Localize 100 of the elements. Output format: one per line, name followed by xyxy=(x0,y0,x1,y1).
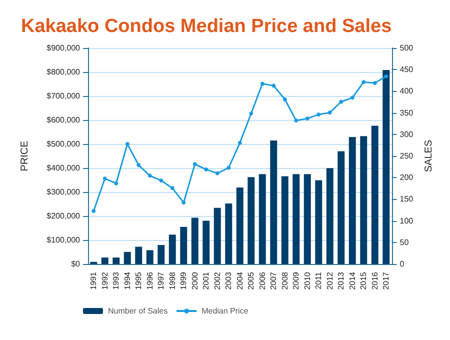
point xyxy=(148,174,152,178)
chart-title: Kakaako Condos Median Price and Sales xyxy=(21,16,392,37)
bar xyxy=(191,218,198,264)
y2-tick-label: 200 xyxy=(400,173,414,182)
x-tick-label: 2017 xyxy=(382,271,391,290)
x-tick-label: 1998 xyxy=(168,271,177,290)
y-tick-label: $300,000 xyxy=(46,188,81,196)
point xyxy=(384,74,388,78)
y-tick-label: $900,000 xyxy=(46,44,81,52)
x-tick-label: 2007 xyxy=(269,271,278,290)
bar xyxy=(135,246,142,264)
bar xyxy=(326,168,334,264)
x-tick-label: 2000 xyxy=(190,271,200,290)
bar xyxy=(180,226,188,264)
point xyxy=(125,142,130,146)
point xyxy=(170,186,174,190)
bar xyxy=(248,177,255,264)
bar xyxy=(304,174,311,264)
y2-tick-label: 400 xyxy=(400,86,414,96)
bar xyxy=(158,244,165,264)
point xyxy=(136,163,141,168)
point xyxy=(339,100,344,104)
x-tick-label: 2006 xyxy=(258,271,267,290)
bar xyxy=(236,188,244,264)
point xyxy=(182,200,186,205)
x-tick-label: 1994 xyxy=(122,271,132,290)
x-tick-label: 2003 xyxy=(224,271,234,290)
bar xyxy=(112,258,120,264)
x-tick-label: 1995 xyxy=(134,271,144,290)
point xyxy=(328,110,332,115)
x-tick-label: 1997 xyxy=(156,271,166,290)
y2-tick-label: 450 xyxy=(400,65,414,74)
bar xyxy=(371,126,378,264)
y2-tick-label: 100 xyxy=(400,216,414,226)
point xyxy=(226,166,231,170)
y2-tick-label: 300 xyxy=(400,130,414,139)
legend-label: Median Price xyxy=(202,306,249,316)
bar xyxy=(168,234,176,264)
x-tick-label: 2012 xyxy=(325,271,334,290)
legend-label: Number of Sales xyxy=(108,306,168,316)
bar xyxy=(315,180,322,264)
x-tick-label: 2009 xyxy=(292,271,301,290)
x-tick-label: 1993 xyxy=(112,271,121,290)
point xyxy=(204,167,208,172)
y-tick-label: $100,000 xyxy=(46,236,81,244)
x-tick-label: 2016 xyxy=(370,271,380,290)
x-tick-label: 2010 xyxy=(302,271,312,290)
point xyxy=(249,112,254,116)
y-tick-label: $800,000 xyxy=(46,68,81,76)
point xyxy=(114,181,118,186)
point xyxy=(316,112,321,116)
x-tick-label: 2011 xyxy=(314,271,324,290)
point xyxy=(362,80,366,84)
point xyxy=(159,178,164,182)
x-tick-label: 1996 xyxy=(145,271,154,290)
bar xyxy=(348,136,356,264)
x-tick-label: 2002 xyxy=(212,271,222,290)
x-tick-label: 2004 xyxy=(235,271,244,290)
x-tick-label: 2013 xyxy=(336,271,346,290)
x-tick-label: 2008 xyxy=(280,271,290,290)
point xyxy=(102,176,107,181)
bar xyxy=(360,136,368,264)
bar xyxy=(281,176,288,264)
point xyxy=(305,116,310,121)
x-tick-label: 1999 xyxy=(179,271,188,290)
y-tick-label: $700,000 xyxy=(46,92,81,100)
x-tick-label: 2005 xyxy=(246,271,256,290)
y-tick-label: $600,000 xyxy=(46,116,81,124)
bar xyxy=(270,140,278,264)
y2-tick-label: 0 xyxy=(400,260,405,268)
y2-tick-label: 150 xyxy=(400,194,414,204)
point xyxy=(294,118,298,122)
point xyxy=(215,171,220,176)
bar xyxy=(382,70,390,264)
x-tick-label: 2015 xyxy=(359,271,368,290)
bar xyxy=(214,208,221,264)
bar xyxy=(101,258,108,264)
bar xyxy=(258,174,266,264)
point xyxy=(238,140,242,145)
y2-axis-title: SALES xyxy=(424,140,434,172)
x-tick-label: 1991 xyxy=(89,271,98,290)
point xyxy=(350,96,354,100)
x-tick-label: 1992 xyxy=(100,271,110,290)
y2-tick-label: 50 xyxy=(400,238,410,247)
bar xyxy=(292,174,300,264)
y-tick-label: $400,000 xyxy=(46,164,81,172)
y-axis-title: PRICE xyxy=(20,140,30,172)
point xyxy=(92,208,96,213)
point xyxy=(260,82,264,86)
y2-tick-label: 350 xyxy=(400,108,414,118)
bar xyxy=(225,204,232,264)
point xyxy=(272,84,276,88)
bar xyxy=(146,250,154,264)
y-tick-label: $0 xyxy=(71,260,81,268)
bar xyxy=(124,252,131,264)
x-tick-label: 2014 xyxy=(348,271,357,290)
bar xyxy=(202,220,210,264)
point xyxy=(192,162,197,166)
bar xyxy=(338,151,345,264)
y-tick-label: $200,000 xyxy=(46,212,81,220)
